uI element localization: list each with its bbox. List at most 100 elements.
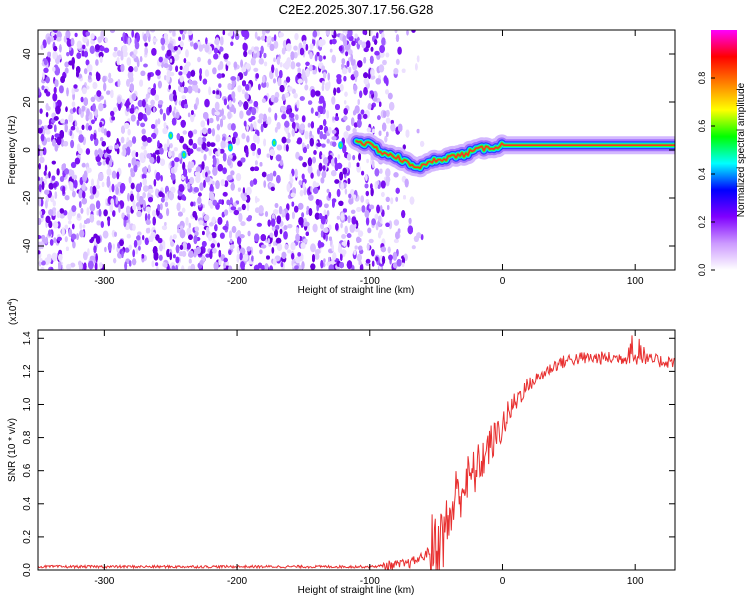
spectrogram-noise-cell <box>52 182 58 188</box>
spectrogram-noise-cell <box>388 220 393 230</box>
spectrogram-noise-cell <box>134 38 138 45</box>
spectrogram-noise-cell <box>130 193 134 202</box>
spectrogram-noise-cell <box>382 59 387 66</box>
spectrogram-noise-cell <box>243 120 247 127</box>
spectrogram-noise-cell <box>176 133 181 141</box>
spectrogram-noise-cell <box>342 67 348 75</box>
spectrogram-noise-cell <box>343 131 349 139</box>
spectrogram-noise-cell <box>95 59 99 66</box>
colorbar-axis: 0.00.20.40.60.8 <box>697 72 715 276</box>
spectrogram-noise-cell <box>395 231 400 240</box>
snr-ytick-label: 0.4 <box>22 496 33 510</box>
spectrogram-noise-cell <box>45 236 48 244</box>
spectrogram-noise-cell <box>222 136 226 142</box>
spectrogram-noise-cell <box>322 165 326 171</box>
spectrogram-noise-cell <box>103 82 107 92</box>
spectrogram-noise-cell <box>353 122 358 128</box>
spectrogram-noise-cell <box>331 244 334 252</box>
spectrogram-noise-cell <box>243 50 248 58</box>
spectrogram-noise-cell <box>362 30 367 35</box>
spectrogram-noise-cell <box>38 197 42 207</box>
spectrogram-noise-cell <box>54 66 60 76</box>
spectrogram-noise-cell <box>341 234 347 239</box>
spectrogram-noise-cell <box>136 119 140 126</box>
spectrogram-noise-cell <box>361 170 365 176</box>
spectrogram-noise-cell <box>397 46 402 55</box>
spectrogram-noise-cell <box>388 254 393 261</box>
spectrogram-noise-cell <box>213 261 219 270</box>
spectrogram-noise-cell <box>41 181 45 190</box>
spectrogram-noise-cell <box>218 199 223 204</box>
spectrogram-noise-cell <box>143 63 148 68</box>
spectrogram-noise-cell <box>299 47 305 56</box>
spectrogram-noise-cell <box>363 47 369 53</box>
spectrogram-noise-cell <box>179 65 183 70</box>
spectrogram-noise-cell <box>281 47 286 55</box>
spectrogram-noise-cell <box>319 95 325 104</box>
spectrogram-noise-cell <box>217 147 221 157</box>
spectrogram-noise-cell <box>126 205 131 215</box>
spectrogram-noise-cell <box>338 200 344 206</box>
spectrogram-noise-cell <box>287 86 293 92</box>
spectrogram-noise-cell <box>188 78 192 85</box>
spectrogram-noise-cell <box>375 78 381 85</box>
spectrogram-noise-cell <box>241 66 247 73</box>
spectrogram-noise-cell <box>92 185 97 195</box>
spectrogram-noise-cell <box>318 162 323 172</box>
spectrogram-noise-cell <box>190 113 195 123</box>
spectrogram-noise-cell <box>96 200 101 209</box>
spectrogram-noise-cell <box>319 124 324 131</box>
spectrogram-noise-cell <box>285 108 291 115</box>
spectrogram-noise-cell <box>365 258 371 264</box>
spectrogram-noise-cell <box>64 123 68 133</box>
spectrogram-noise-cell <box>226 199 231 205</box>
spectrogram-noise-cell <box>40 241 44 250</box>
spectrogram-noise-cell <box>142 192 146 199</box>
spectrogram-noise-cell <box>274 126 278 133</box>
spectrogram-noise-cell <box>76 52 82 59</box>
spectrogram-noise-cell <box>257 118 263 124</box>
spectrogram-noise-cell <box>178 36 182 41</box>
spectrogram-noise-cell <box>200 120 206 128</box>
spectrogram-noise-cell <box>315 111 319 116</box>
spectrogram-noise-cell <box>320 177 325 184</box>
spectrogram-noise-cell <box>223 98 227 106</box>
spectrogram-noise-cell <box>395 58 400 65</box>
spectrogram-noise-cell <box>203 153 207 161</box>
spectrogram-noise-cell <box>250 166 255 172</box>
spectrogram-noise-cell <box>368 93 372 99</box>
spectrogram-noise-cell <box>319 151 323 160</box>
spectrogram-noise-cell <box>356 119 362 128</box>
spectrogram-noise-cell <box>122 44 128 54</box>
spectrogram-noise-cell <box>283 225 288 231</box>
spectrogram-noise-cell <box>342 208 347 213</box>
spectrogram-noise-cell <box>226 136 232 142</box>
spectrogram-noise-cell <box>38 119 43 126</box>
spectrogram-noise-cell <box>286 57 291 65</box>
spectrogram-noise-cell <box>200 129 203 137</box>
spectrogram-noise-cell <box>152 216 156 226</box>
spectrogram-noise-cell <box>328 236 332 241</box>
spectrogram-noise-cell <box>286 43 292 52</box>
spectrogram-noise-cell <box>173 147 178 152</box>
spectrogram-noise-cell <box>243 253 249 262</box>
spectrogram-noise-cell <box>345 51 348 57</box>
spectrogram-noise-cell <box>116 147 120 155</box>
spectrogram-noise-cell <box>124 247 130 253</box>
spectrogram-noise-cell <box>51 118 56 124</box>
spectrogram-noise-cell <box>204 98 210 108</box>
spectrogram-noise-cell <box>143 166 148 175</box>
spectrogram-noise-cell <box>320 216 326 225</box>
spectrogram-noise-cell <box>310 172 314 179</box>
spectrogram-noise-cell <box>186 70 192 79</box>
spectrogram-noise-cell <box>148 188 154 194</box>
spectrogram-noise-cell <box>154 94 159 101</box>
spectrogram-noise-cell <box>358 153 361 161</box>
snr-ytick-label: 0.0 <box>22 563 33 577</box>
spectrogram-noise-cell <box>258 113 264 120</box>
spectrogram-noise-cell <box>241 203 246 211</box>
spectrogram-noise-cell <box>403 195 406 200</box>
spectrogram-noise-cell <box>297 252 302 257</box>
spectrogram-noise-cell <box>216 123 221 131</box>
spectrogram-noise-cell <box>299 189 304 197</box>
